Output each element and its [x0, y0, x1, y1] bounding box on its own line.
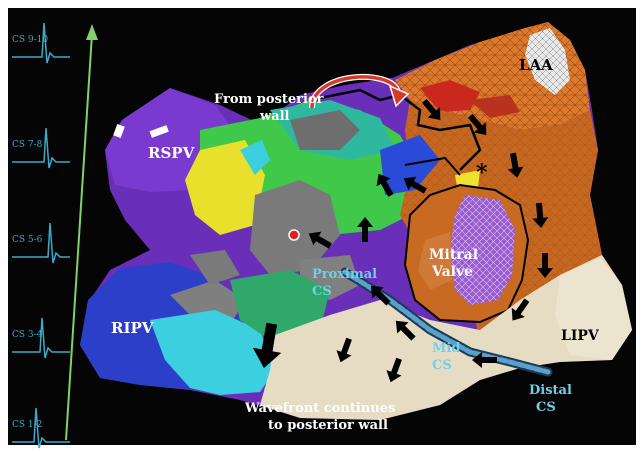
proximal-cs-line2: CS [312, 284, 332, 299]
egm-label: CS 3-4 [12, 330, 43, 340]
arrow-icon [308, 231, 332, 249]
wavefront-line2: to posterior wall [268, 418, 388, 433]
egm-label: CS 1-2 [12, 420, 42, 430]
egm-trace [12, 22, 70, 64]
left-atrium-shell [80, 22, 632, 420]
egm-trace [12, 407, 70, 449]
time-axis-arrow [65, 33, 93, 441]
asterisk-marker: * [476, 160, 488, 186]
egm-label: CS 7-8 [12, 140, 43, 150]
mid-cs-line1: Mid [432, 341, 460, 356]
arrow-icon [421, 98, 441, 120]
arrow-icon [336, 337, 352, 363]
arrow-icon [386, 357, 402, 383]
from-posterior-line2: wall [259, 109, 290, 124]
egm-trace [12, 127, 70, 169]
arrow-icon [467, 113, 487, 135]
arrow-icon [395, 320, 416, 341]
arrow-icon [532, 202, 549, 228]
mitral-label-line1: Mitral [429, 247, 478, 263]
arrow-icon [511, 298, 530, 321]
mitral-label-line2: Valve [431, 264, 473, 280]
cs-electrograms: CS 9-10 CS 7-8 CS 5-6 CS 3-4 CS 1-2 [12, 22, 70, 449]
egm-label: CS 5-6 [12, 235, 43, 245]
arrow-icon [252, 322, 282, 369]
arrow-icon [507, 152, 524, 178]
laa-label: LAA [519, 56, 553, 74]
rspv-label: RSPV [148, 144, 195, 162]
arrow-icon [357, 217, 373, 242]
distal-cs-line2: CS [536, 400, 556, 415]
arrow-icon [370, 285, 391, 306]
lipv-label: LIPV [561, 328, 600, 344]
from-posterior-line1: From posterior [214, 92, 324, 107]
egm-trace [12, 317, 70, 359]
egm-trace [12, 222, 70, 264]
mid-cs-line2: CS [432, 358, 452, 373]
egm-label: CS 9-10 [12, 35, 48, 45]
arrow-icon [403, 176, 427, 194]
proximal-cs-line1: Proximal [312, 267, 377, 282]
arrow-icon [472, 352, 497, 368]
distal-cs-line1: Distal [529, 383, 572, 398]
wavefront-line1: Wavefront continues [244, 401, 395, 416]
arrow-icon [537, 253, 553, 278]
ripv-label: RIPV [111, 319, 154, 337]
arrow-icon [376, 173, 394, 197]
activation-arrows [252, 98, 553, 383]
ablation-point-icon [288, 229, 300, 241]
